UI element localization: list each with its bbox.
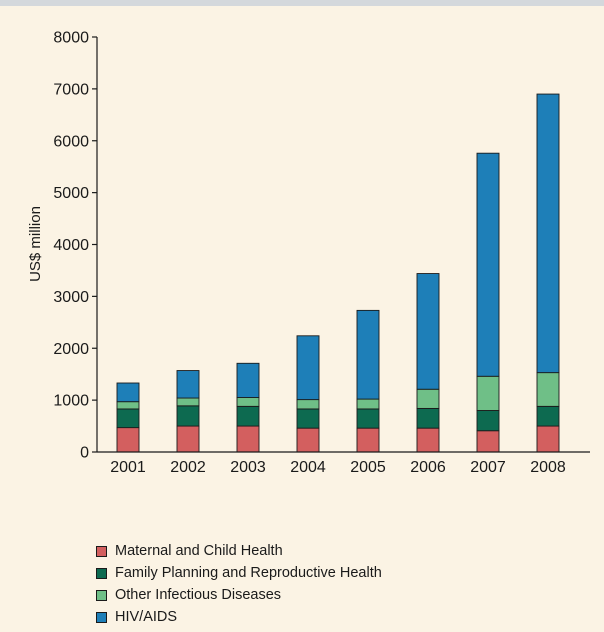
bar-segment <box>356 427 380 453</box>
legend-label: Other Infectious Diseases <box>115 587 282 603</box>
x-tick-label: 2008 <box>530 459 566 476</box>
legend-item: Other Infectious Diseases <box>96 584 382 606</box>
bar-segment <box>476 410 500 432</box>
bar-segment <box>536 93 560 374</box>
bar-segment <box>416 273 440 390</box>
bar-segment <box>416 427 440 453</box>
legend-swatch <box>96 567 107 579</box>
bar-segment <box>476 375 500 411</box>
x-axis-ticks: 2001 2002 2003 2004 2005 2006 2007 2008 <box>110 459 566 476</box>
bar-segment <box>416 388 440 409</box>
y-tick-label: 3000 <box>53 289 89 306</box>
bar-segment <box>176 370 200 399</box>
x-tick-label: 2007 <box>470 459 506 476</box>
bar-segment <box>416 407 440 429</box>
bar-segment <box>236 362 260 398</box>
bar-segment <box>296 335 320 401</box>
bars <box>116 93 560 453</box>
y-tick-label: 8000 <box>53 30 89 47</box>
y-tick-label: 4000 <box>53 237 89 254</box>
bar-segment <box>116 401 140 410</box>
bar-segment <box>536 425 560 453</box>
bar-segment <box>236 397 260 407</box>
bar-segment <box>236 425 260 453</box>
bar-segment <box>176 425 200 453</box>
legend: Maternal and Child Health Family Planning… <box>96 540 382 628</box>
y-tick-label: 6000 <box>53 133 89 150</box>
bar-segment <box>116 382 140 403</box>
y-tick-label: 7000 <box>53 81 89 98</box>
y-axis-ticks: 0 1000 2000 3000 4000 5000 6000 7000 8000 <box>53 30 97 462</box>
x-tick-label: 2002 <box>170 459 206 476</box>
x-tick-label: 2005 <box>350 459 386 476</box>
bar-segment <box>536 405 560 427</box>
bar-segment <box>356 398 380 410</box>
bar-segment <box>116 427 140 453</box>
legend-swatch <box>96 611 107 623</box>
x-tick-label: 2003 <box>230 459 266 476</box>
y-tick-label: 1000 <box>53 393 89 410</box>
x-tick-label: 2004 <box>290 459 326 476</box>
top-band <box>0 0 604 6</box>
bar-segment <box>176 405 200 427</box>
legend-label: HIV/AIDS <box>115 609 178 625</box>
bar-segment <box>476 152 500 377</box>
y-axis-title: US$ million <box>27 206 44 282</box>
legend-label: Family Planning and Reproductive Health <box>115 565 382 581</box>
y-tick-label: 5000 <box>53 185 89 202</box>
legend-item: HIV/AIDS <box>96 606 382 628</box>
bar-segment <box>356 309 380 400</box>
bar-segment <box>476 430 500 453</box>
legend-swatch <box>96 589 107 601</box>
bar-segment <box>236 405 260 427</box>
x-tick-label: 2006 <box>410 459 446 476</box>
y-tick-label: 0 <box>80 445 89 462</box>
x-tick-label: 2001 <box>110 459 146 476</box>
legend-label: Maternal and Child Health <box>115 543 283 559</box>
bar-segment <box>296 399 320 410</box>
y-tick-label: 2000 <box>53 341 89 358</box>
bar-segment <box>116 408 140 429</box>
legend-swatch <box>96 545 107 557</box>
legend-item: Maternal and Child Health <box>96 540 382 562</box>
bar-segment <box>296 427 320 453</box>
bar-segment <box>536 372 560 407</box>
bar-segment <box>176 397 200 407</box>
bar-segment <box>356 408 380 429</box>
legend-item: Family Planning and Reproductive Health <box>96 562 382 584</box>
bar-segment <box>296 408 320 429</box>
